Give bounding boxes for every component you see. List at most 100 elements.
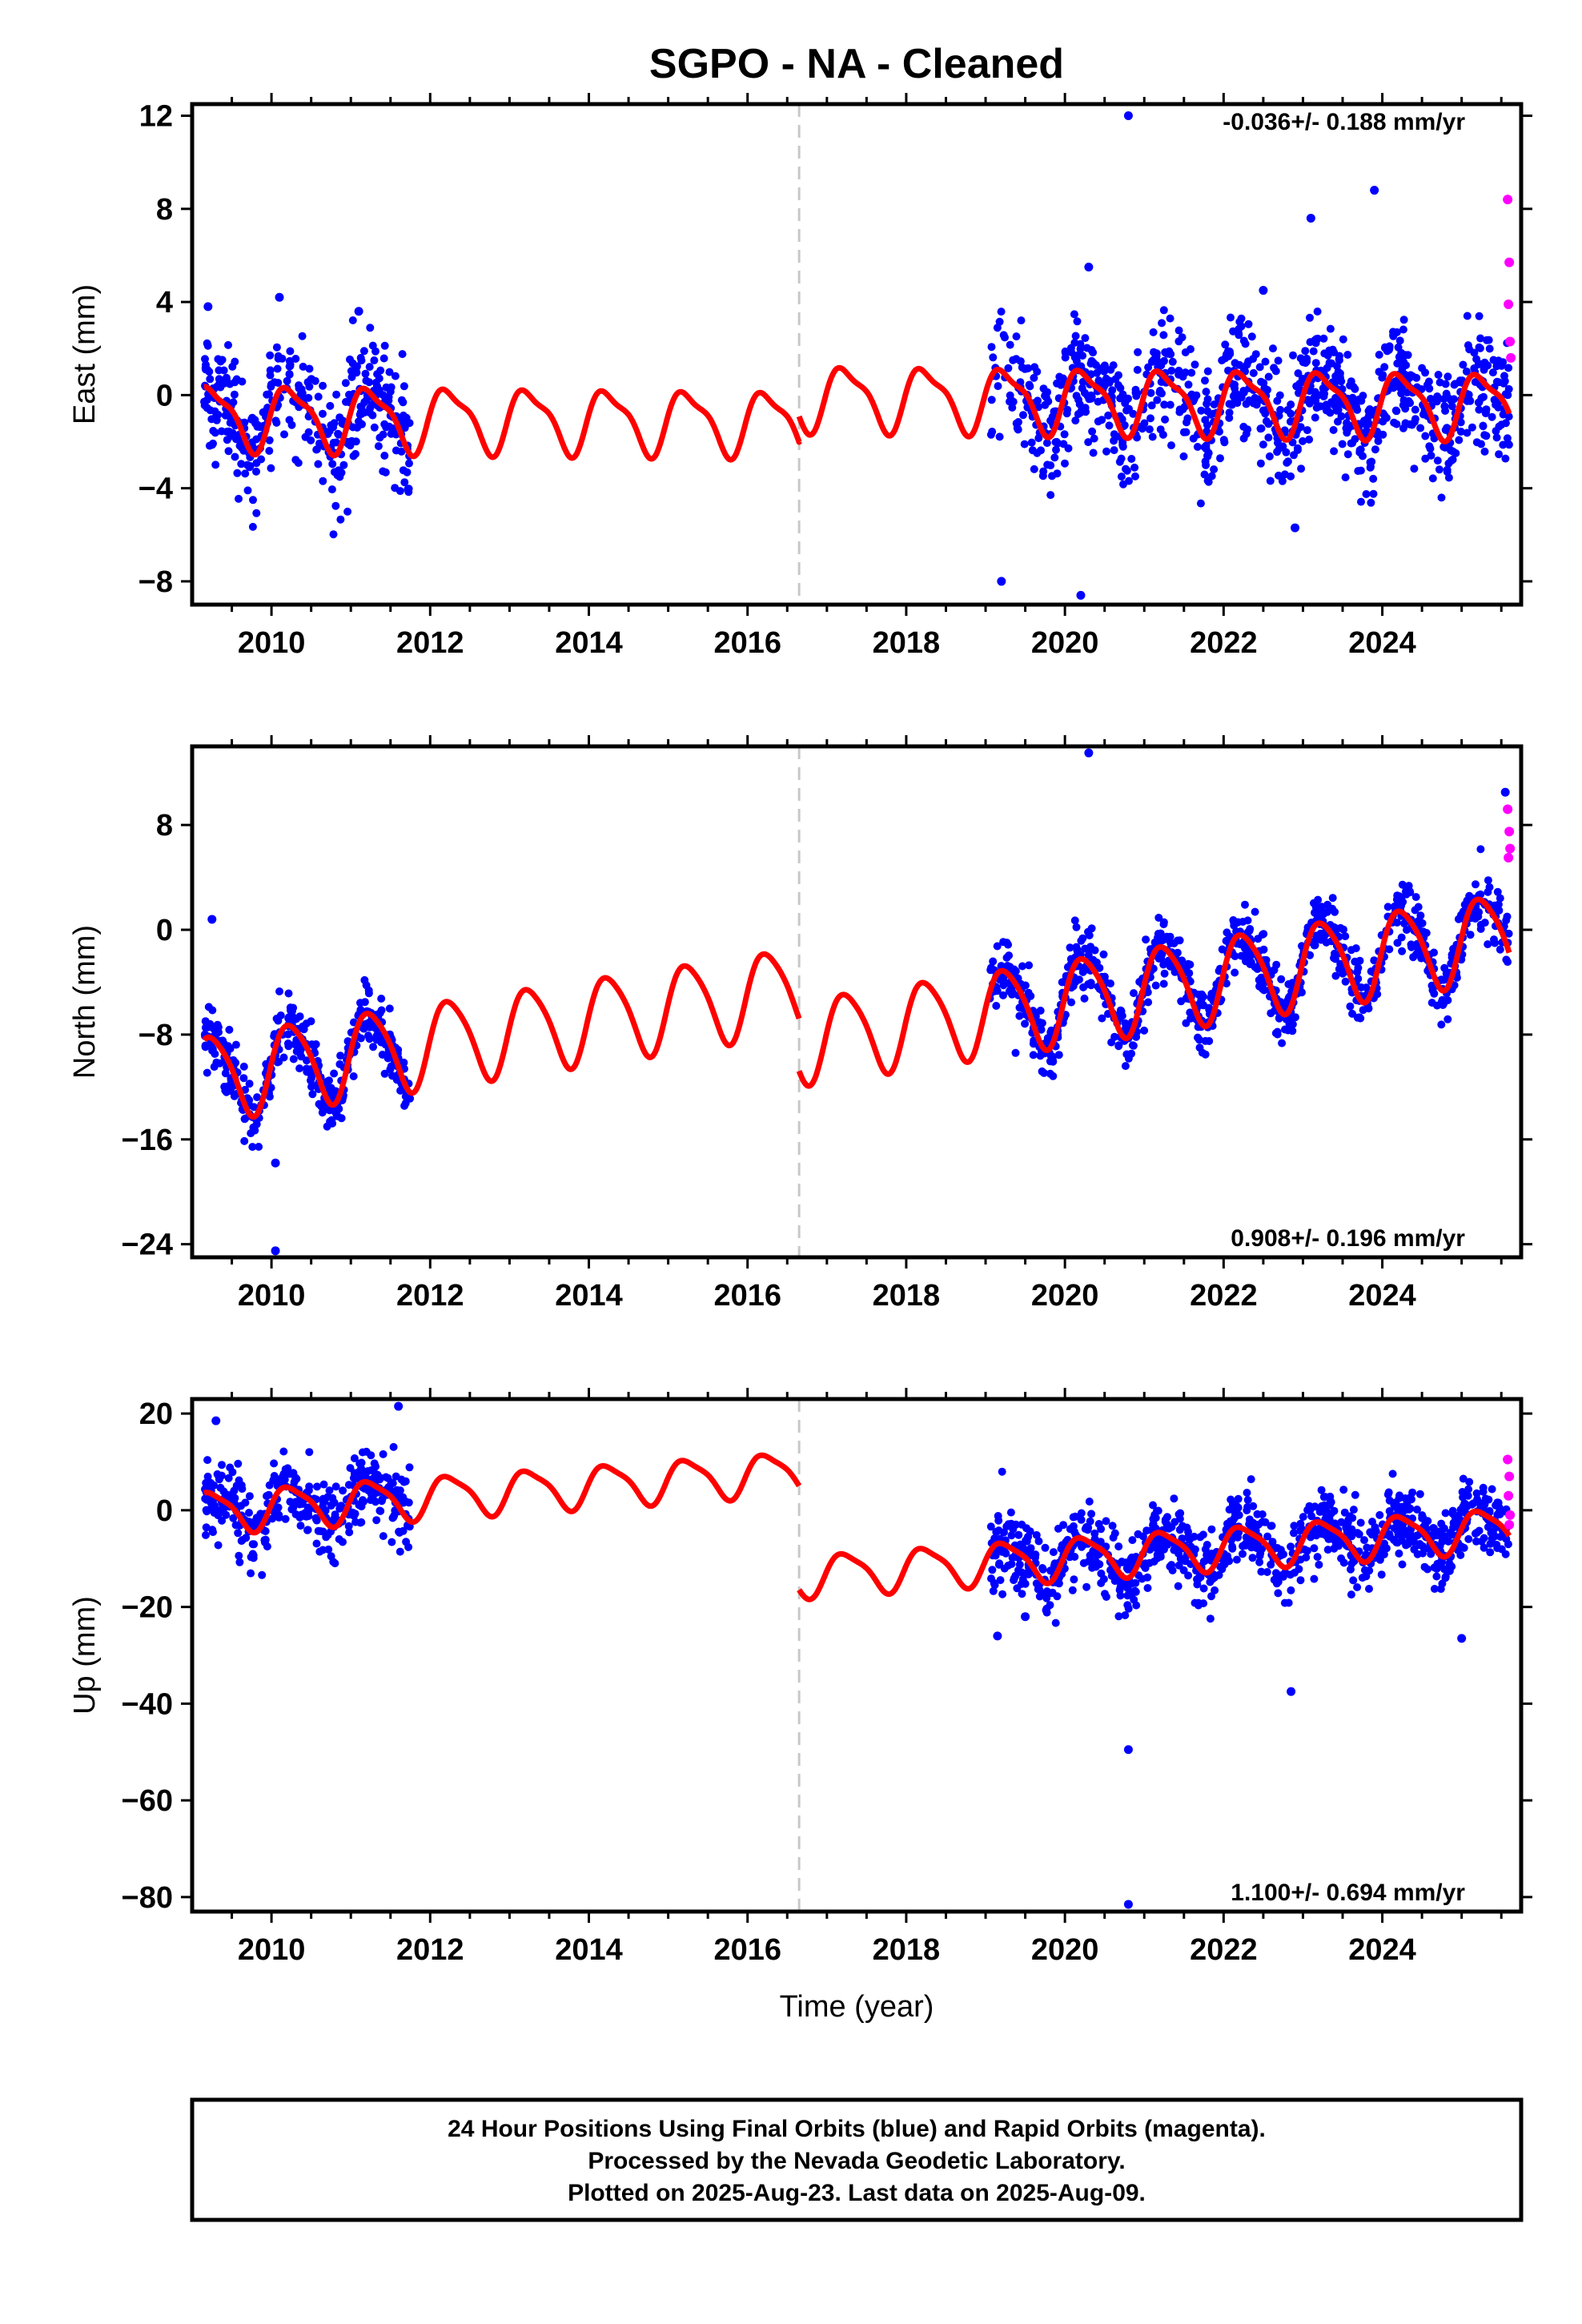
data-point [248,522,257,531]
data-point [286,347,295,356]
data-point [1447,402,1456,411]
data-point [1397,933,1406,942]
data-point [1239,336,1248,345]
data-point [1067,998,1076,1007]
data-point [1383,1490,1392,1499]
data-point [1484,336,1493,344]
data-point [1326,324,1335,333]
data-point [1430,1524,1438,1533]
data-point [319,1502,327,1511]
data-point [1050,453,1059,462]
data-point [1464,1534,1473,1543]
rapid-orbit-point [1504,300,1514,309]
data-point [992,1002,1001,1010]
data-point [1131,388,1140,397]
data-point [1114,1041,1123,1050]
data-point [1488,1485,1496,1494]
data-point [339,1486,347,1495]
data-point [1476,344,1484,352]
data-point [295,1064,304,1073]
x-tick-label: 2022 [1190,1279,1258,1313]
y-tick-label: −40 [122,1687,173,1721]
data-point [1247,1475,1255,1484]
data-point [1014,1530,1023,1539]
data-point [1187,368,1196,377]
data-point [1277,975,1286,983]
data-point [325,1106,334,1115]
data-point [998,1590,1007,1598]
data-point [1355,446,1364,455]
data-point [1236,940,1245,949]
x-tick-label: 2018 [873,1279,941,1313]
data-point [1158,430,1167,439]
data-point [367,1451,375,1460]
data-point [1122,464,1130,473]
data-point [1339,335,1347,344]
data-point [326,401,335,410]
data-point [1375,1510,1384,1519]
data-point [330,1069,339,1078]
data-point [1175,936,1184,945]
data-point [211,428,219,437]
data-point [987,963,995,972]
data-point [1397,389,1406,398]
data-point [1311,941,1319,950]
data-point [1385,945,1394,954]
data-point [1463,312,1472,320]
data-point [1154,914,1163,922]
data-point [1015,1011,1024,1020]
data-point [265,1092,274,1101]
data-point [252,467,260,476]
data-point [1488,368,1497,377]
data-point [1220,438,1229,447]
data-point [312,1516,321,1525]
data-point [261,1527,270,1535]
data-point [1006,340,1014,349]
y-tick-label: 12 [139,100,173,134]
data-point [1127,1590,1136,1599]
data-point [1460,1499,1469,1508]
y-axis-label: North (mm) [68,925,102,1079]
y-tick-label: 20 [139,1397,173,1431]
data-point [1327,398,1335,407]
data-point [1166,314,1174,323]
data-point [1108,1522,1117,1530]
data-point [265,447,274,455]
data-point [369,1043,378,1051]
data-point [247,438,256,447]
data-point [1287,1586,1295,1594]
data-point [1199,1584,1208,1593]
data-point [1024,1570,1033,1578]
data-point [1347,1565,1355,1574]
data-point [1408,372,1417,380]
x-tick-label: 2018 [873,1933,941,1967]
data-point [1495,1503,1504,1512]
data-point [1194,1601,1203,1610]
data-point [263,1492,271,1501]
data-point [1102,1517,1110,1526]
data-point [1441,407,1450,415]
data-point [1390,418,1399,427]
data-point [1166,1562,1174,1571]
data-point [1491,939,1500,947]
data-point [1313,308,1322,316]
data-point [1274,1589,1283,1598]
data-point [1182,1019,1191,1027]
data-point [235,1551,243,1560]
data-point [369,1467,378,1476]
data-point [1369,489,1378,498]
data-point [1174,1561,1183,1570]
data-point [1239,1550,1247,1558]
x-tick-label: 2014 [555,1279,623,1313]
data-point [1077,1515,1086,1524]
data-point [1479,422,1488,431]
data-point [1413,1531,1422,1540]
data-point [1271,1569,1280,1578]
data-point [238,1536,247,1544]
data-point [1343,450,1352,459]
data-point [400,1058,408,1067]
data-point [1324,1534,1333,1543]
data-point [1148,432,1157,441]
data-point [1269,344,1277,353]
